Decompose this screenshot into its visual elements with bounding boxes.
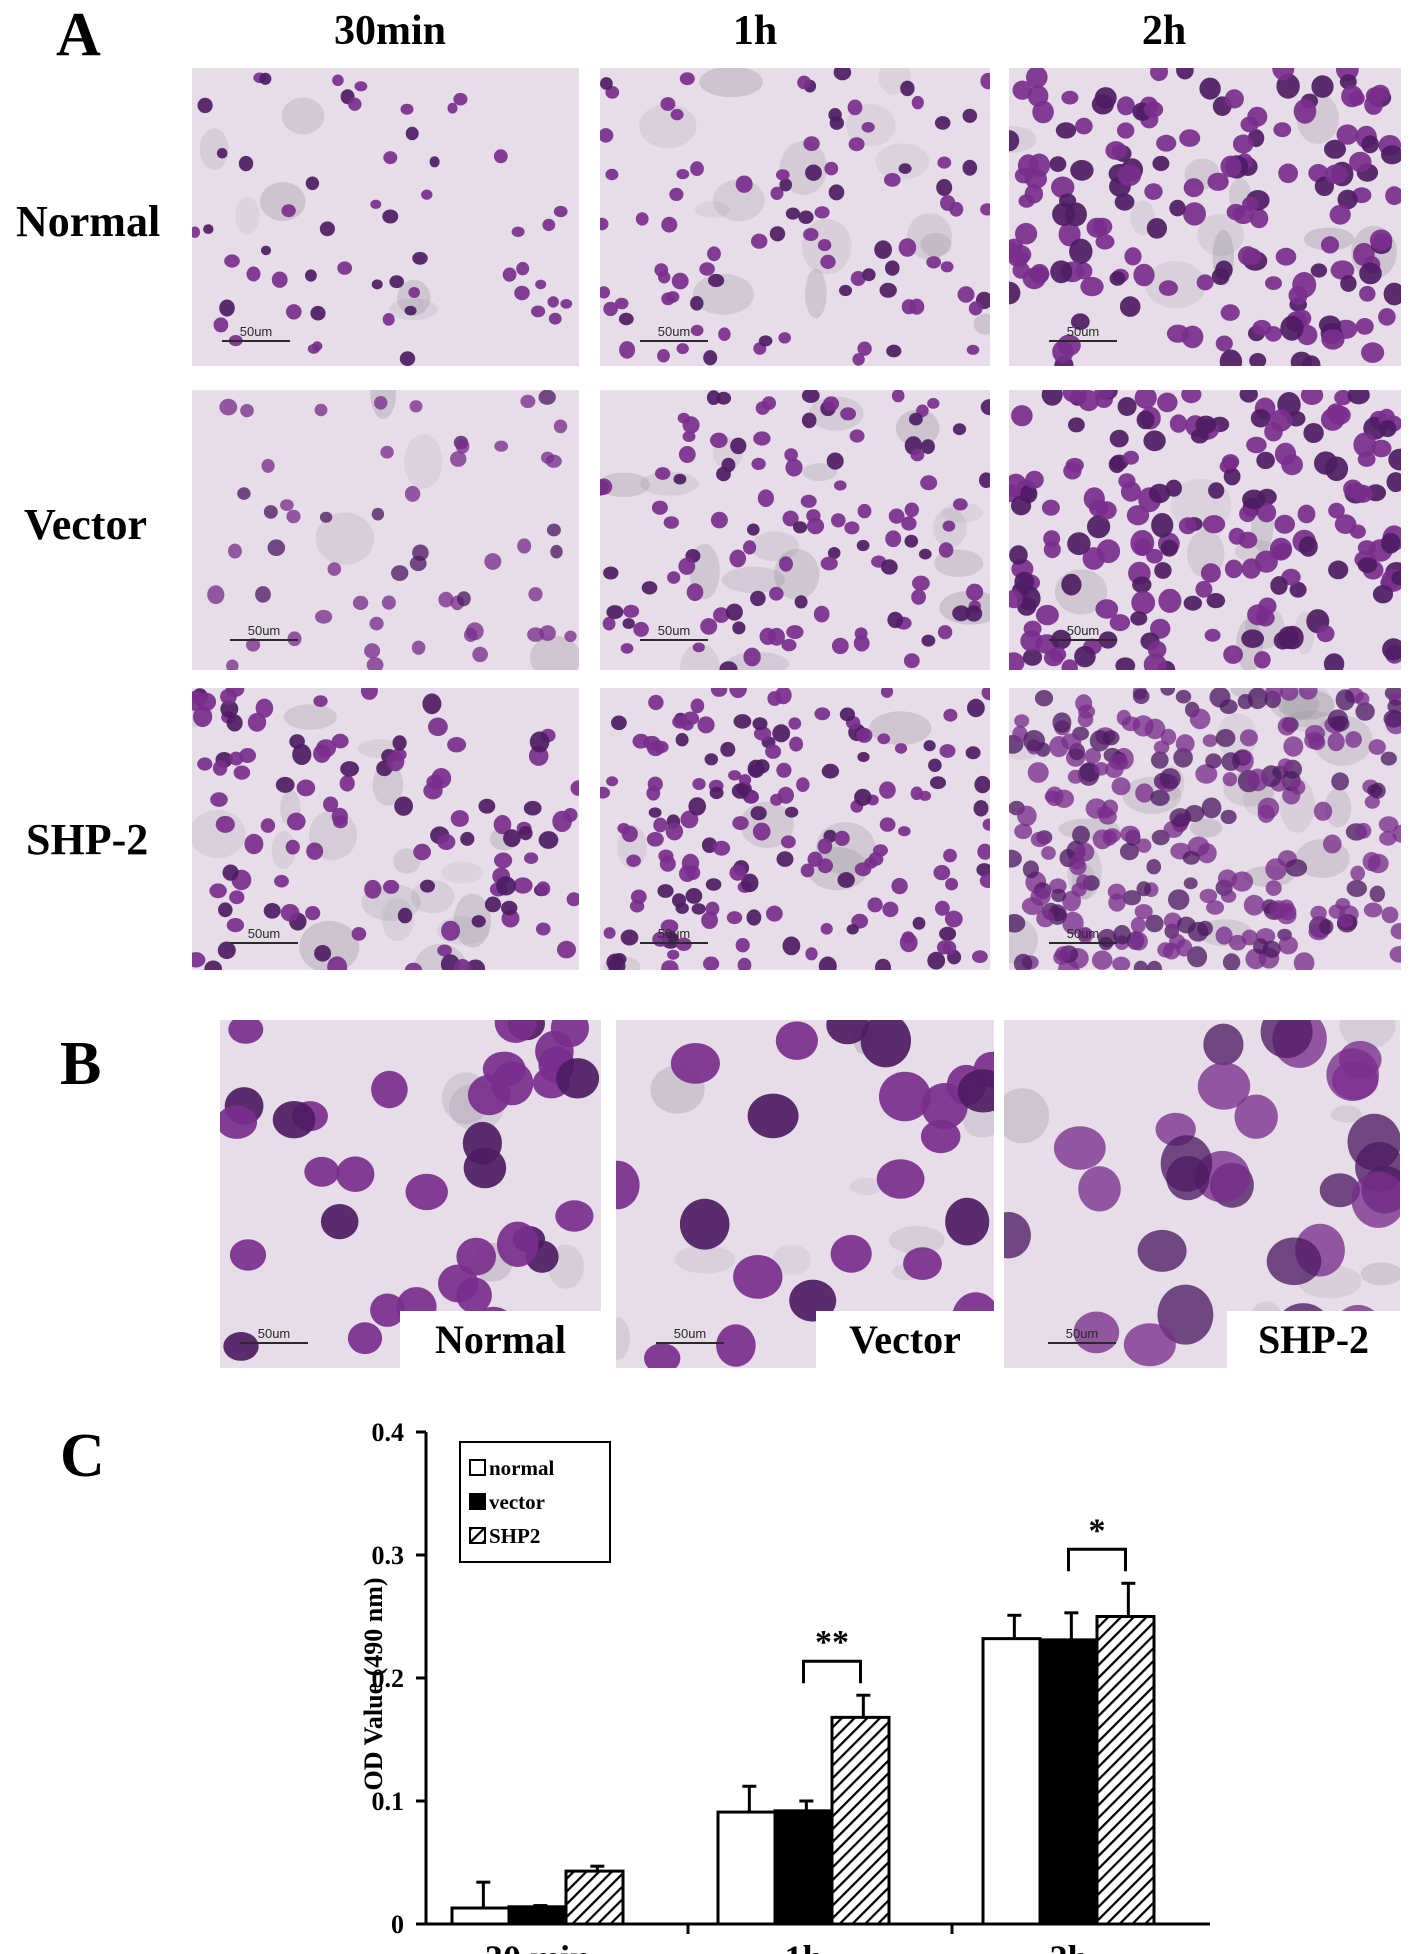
bar-normal-0 <box>450 1906 511 1926</box>
x-tick-label: 2h <box>1049 1938 1087 1954</box>
legend-label-normal: normal <box>489 1456 554 1480</box>
legend-label-shp2: SHP2 <box>489 1524 540 1548</box>
column-header-30min: 30min <box>333 8 446 54</box>
micrograph-normal-30min: 50um <box>192 68 579 366</box>
row-label-shp2: SHP-2 <box>26 815 149 864</box>
legend-swatch-vector <box>469 1493 486 1510</box>
significance-label: ** <box>815 1624 849 1661</box>
bar-shp2-2 <box>1095 1615 1156 1926</box>
micrograph-vector-1h: 50um <box>600 390 990 670</box>
bar-normal-2 <box>981 1637 1042 1926</box>
scale-bar-label: 50um <box>658 324 691 339</box>
significance-bracket <box>802 1659 862 1684</box>
column-header-2h: 2h <box>1141 8 1187 54</box>
micrograph-shp2-1h: 50um <box>600 688 990 970</box>
bar-vector-0 <box>507 1905 568 1926</box>
micrograph-shp2-30min: 50um <box>192 688 579 970</box>
b-label-shp2: SHP-2 <box>1227 1311 1400 1368</box>
x-tick-label: 30 min <box>485 1938 590 1954</box>
micrograph-normal-1h: 50um <box>600 68 990 366</box>
y-tick-label: 0.1 <box>372 1787 405 1816</box>
bar-shp2-0 <box>564 1869 625 1926</box>
y-tick-label: 0 <box>391 1910 404 1939</box>
significance-label: * <box>1089 1512 1106 1549</box>
significance-bracket <box>1067 1547 1127 1572</box>
micrograph-shp2-2h: 50um <box>1009 688 1401 970</box>
b-label-normal: Normal <box>400 1311 601 1368</box>
scale-bar-label: 50um <box>240 324 273 339</box>
scale-bar-label: 50um <box>1067 324 1100 339</box>
scale-bar-label: 50um <box>248 926 281 941</box>
legend-label-vector: vector <box>489 1490 545 1514</box>
scale-bar-label: 50um <box>658 926 691 941</box>
bar-normal-1 <box>716 1810 777 1926</box>
row-label-vector: Vector <box>24 500 147 549</box>
scale-bar-label: 50um <box>674 1326 707 1341</box>
micrograph-vector-30min: 50um <box>192 390 579 670</box>
y-tick-label: 0.3 <box>372 1541 405 1570</box>
y-tick-label: 0.2 <box>372 1664 405 1693</box>
row-label-normal: Normal <box>16 197 161 246</box>
column-header-1h: 1h <box>732 8 778 54</box>
micrograph-vector-2h: 50um <box>1009 390 1401 670</box>
scale-bar-label: 50um <box>1067 926 1100 941</box>
micrograph-b-normal: 50um <box>220 1020 601 1368</box>
scale-bar-label: 50um <box>1066 1326 1099 1341</box>
panel-a-letter: A <box>56 1 101 69</box>
panel-c-letter: C <box>60 1422 105 1490</box>
scale-bar-label: 50um <box>248 623 281 638</box>
bar-shp2-1 <box>830 1715 891 1926</box>
b-label-vector: Vector <box>816 1311 994 1368</box>
y-tick-label: 0.4 <box>372 1418 405 1447</box>
scale-bar-label: 50um <box>1067 623 1100 638</box>
micrograph-b-vector: 50um <box>616 1020 994 1368</box>
bar-vector-1 <box>773 1809 834 1926</box>
legend-swatch-shp2 <box>469 1527 486 1544</box>
micrograph-normal-2h: 50um <box>1009 68 1401 366</box>
y-axis-label: OD Value (490 nm) <box>359 1577 388 1790</box>
legend-swatch-normal <box>469 1459 486 1476</box>
micrograph-b-shp2: 50um <box>1004 1020 1400 1368</box>
scale-bar-label: 50um <box>258 1326 291 1341</box>
x-tick-label: 1h <box>784 1938 822 1954</box>
bar-vector-2 <box>1038 1638 1099 1926</box>
panel-b-letter: B <box>60 1030 102 1098</box>
scale-bar-label: 50um <box>658 623 691 638</box>
